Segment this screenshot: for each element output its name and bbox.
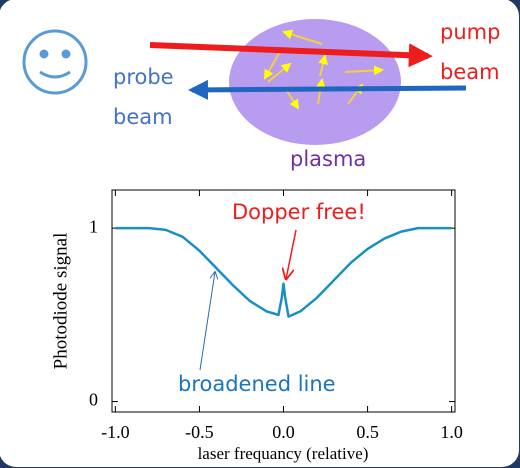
probe-label: beam	[113, 105, 173, 129]
x-axis-label: laser frequancy (relative)	[198, 444, 369, 463]
annotation: broadened line	[178, 372, 336, 396]
plasma	[229, 19, 401, 145]
x-tick-label: 1.0	[440, 422, 463, 442]
plot: 0 1 -1.0 -0.5 0.0 0.5 1.0	[89, 190, 463, 442]
plasma-label: plasma	[290, 147, 366, 171]
annotation-arrow	[199, 272, 215, 371]
pump-beam	[149, 42, 433, 68]
x-tick-label: -0.5	[185, 422, 214, 442]
smiley	[22, 29, 88, 95]
y-tick-label: 1	[89, 216, 98, 236]
y-axis-label: Photodiode signal	[50, 233, 71, 370]
pump-label: beam	[440, 60, 500, 84]
pump-label: pump	[440, 20, 500, 44]
probe-beam	[188, 79, 467, 100]
signal-line	[115, 226, 452, 318]
x-tick-label: 0.0	[272, 422, 295, 442]
y-tick-label: 0	[89, 390, 98, 410]
annotation-arrow	[286, 229, 297, 279]
x-tick-label: -1.0	[101, 422, 130, 442]
probe-label: probe	[113, 65, 174, 89]
annotation: Dopper free!	[232, 200, 366, 224]
x-tick-label: 0.5	[356, 422, 379, 442]
